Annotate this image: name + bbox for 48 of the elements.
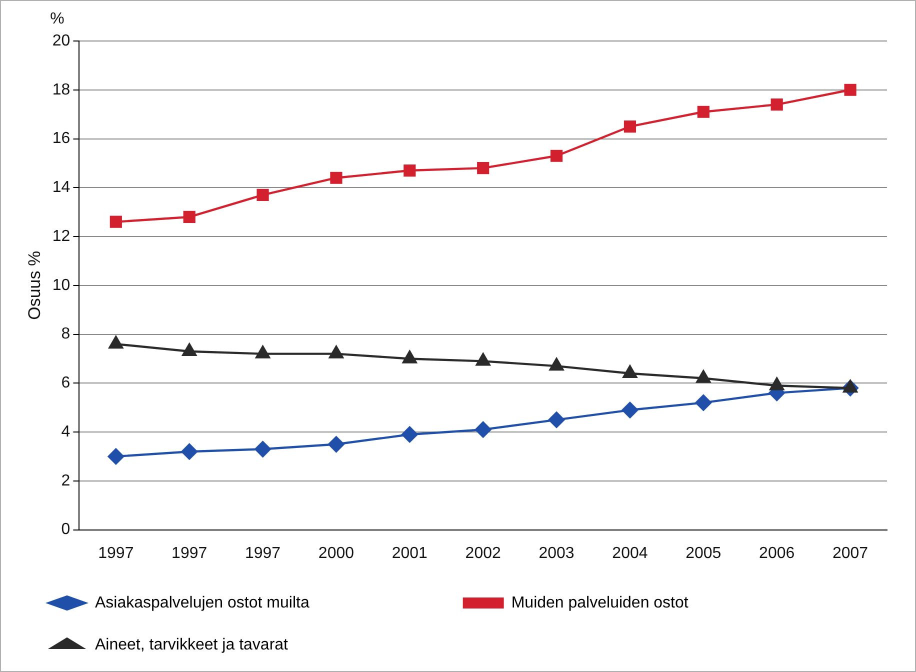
legend-label: Muiden palveluiden ostot [511,594,816,612]
y-tick-label: 0 [61,521,70,538]
y-tick-label: 6 [61,374,70,392]
x-tick-label: 2006 [759,544,795,562]
x-tick-label: 2005 [686,544,722,562]
point [697,106,710,118]
point [770,378,784,390]
point [330,172,342,184]
y-tick-label: 16 [52,130,70,148]
point [402,426,418,443]
point [475,421,492,438]
y-tick-label: 8 [61,326,70,343]
x-tick-label: 2002 [465,544,501,562]
y-tick-label: 14 [52,179,70,196]
y-tick-label: 18 [52,81,70,98]
y-tick-label: 4 [61,423,70,440]
y-tick-label: 2 [61,472,70,490]
y-tick-label: 10 [52,276,70,294]
x-tick-label: 1997 [244,544,281,562]
point [550,150,563,162]
x-tick-label: 2004 [612,544,648,562]
x-tick-label: 2007 [832,544,868,562]
point [254,441,271,458]
x-tick-label: 2001 [392,544,428,562]
x-tick-label: 2003 [538,544,574,562]
x-tick-label: 2000 [318,544,354,562]
point [108,448,124,465]
legend-label: Asiakaspalvelujen ostot muilta [95,594,438,612]
point [695,394,712,411]
point [404,164,416,177]
y-tick-label: 12 [52,228,70,245]
point [622,402,638,418]
point [256,188,269,202]
point [183,210,196,224]
point [844,84,856,96]
point [548,412,565,428]
legend-label: Aineet, tarvikkeet ja tavarat [95,636,416,654]
y-axis-title: Osuus % [24,250,44,320]
point [328,436,344,452]
x-tick-label: 1997 [172,544,208,562]
point [181,443,198,460]
point [110,216,122,228]
point [624,120,636,133]
point [770,98,783,111]
x-tick-label: 1997 [98,544,134,562]
point [477,162,490,174]
y-tick-label: 20 [52,32,70,50]
text: % [50,10,64,28]
